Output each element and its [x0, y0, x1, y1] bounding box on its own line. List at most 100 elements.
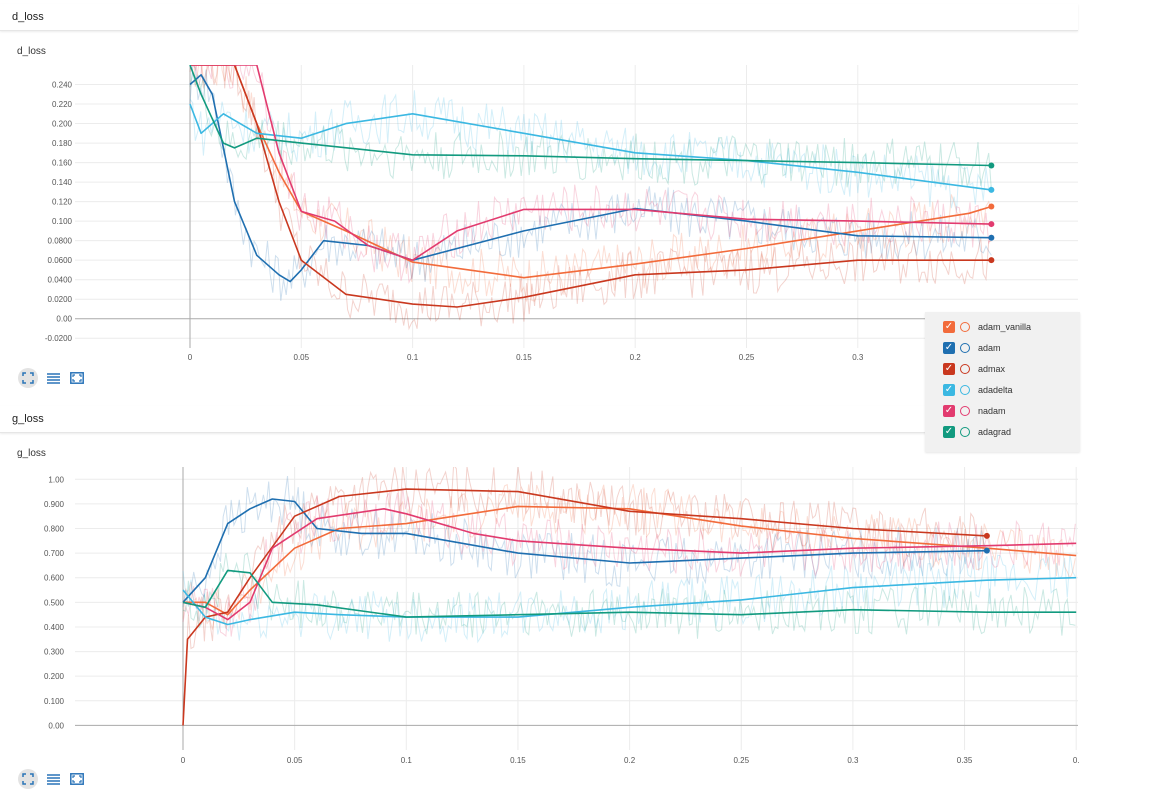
y-tick-label: 0.100 — [52, 217, 73, 226]
data-selection-icon[interactable] — [44, 369, 62, 387]
y-tick-label: 0.200 — [44, 672, 65, 681]
plot-area — [189, 65, 995, 331]
series-circle-icon — [960, 321, 970, 332]
d-loss-chart[interactable]: 0 0.05 0.1 0.15 0.2 0.25 0.3 0.240 0.220 0.200 0.1… — [0, 0, 1080, 400]
y-tick-label: 0.900 — [44, 500, 65, 509]
legend-label: adam_vanilla — [978, 321, 1032, 332]
checkbox-icon[interactable]: ✓ — [943, 320, 955, 333]
legend-item-adagrad[interactable]: ✓ adagrad — [925, 421, 1080, 442]
x-tick-label: 0.25 — [739, 353, 755, 362]
series-endpoint-admax — [983, 532, 990, 539]
panel-header-d-loss[interactable]: d_loss — [0, 4, 1078, 31]
legend-item-adam[interactable]: ✓ adam — [925, 337, 1080, 358]
y-tick-label: 0.160 — [52, 159, 73, 168]
checkbox-icon[interactable]: ✓ — [943, 404, 955, 417]
series-endpoint-adam — [983, 547, 990, 554]
series-line-nadam[interactable] — [182, 508, 1077, 621]
y-tick-label: 0.0400 — [48, 276, 73, 285]
series-endpoint-adam_vanilla — [988, 203, 995, 210]
series-line-admax[interactable] — [190, 65, 992, 308]
g-loss-chart[interactable]: 0 0.05 0.1 0.15 0.2 0.25 0.3 0.35 0. 1.00 0.900 0.8… — [0, 400, 1080, 803]
x-tick-label: 0.05 — [294, 353, 310, 362]
chart-title-g-loss: g_loss — [17, 448, 46, 459]
y-tick-label: 0.0800 — [48, 237, 73, 246]
series-endpoint-admax — [988, 257, 995, 264]
x-tick-label: 0.1 — [401, 756, 413, 765]
x-tick-label: 0.1 — [407, 353, 419, 362]
series-line-adam[interactable] — [182, 498, 987, 603]
checkbox-icon[interactable]: ✓ — [943, 362, 955, 375]
series-endpoint-adadelta — [988, 186, 995, 193]
raw-trace-adadelta — [189, 90, 992, 211]
y-tick-label: 0.400 — [44, 623, 65, 632]
y-tick-label: 0.120 — [52, 198, 73, 207]
y-tick-label: -0.0200 — [45, 334, 73, 343]
plot-area — [182, 467, 1077, 726]
legend-label: nadam — [978, 405, 1006, 416]
y-tick-label: 0.300 — [44, 648, 65, 657]
fit-domain-icon[interactable] — [18, 769, 38, 789]
x-tick-label: 0.05 — [287, 756, 303, 765]
series-line-nadam[interactable] — [190, 65, 992, 261]
series-endpoint-nadam — [988, 221, 995, 228]
series-line-adam_vanilla[interactable] — [183, 505, 1077, 616]
y-tick-label: 0.00 — [56, 315, 72, 324]
checkbox-icon[interactable]: ✓ — [943, 425, 955, 438]
x-tick-label: 0. — [1073, 756, 1080, 765]
x-tick-label: 0 — [181, 756, 186, 765]
y-tick-label: 0.140 — [52, 178, 73, 187]
series-circle-icon — [960, 363, 970, 374]
right-margin — [1080, 0, 1152, 803]
series-line-adadelta[interactable] — [189, 103, 992, 191]
fit-domain-icon[interactable] — [18, 368, 38, 388]
x-tick-label: 0.2 — [624, 756, 636, 765]
legend-item-nadam[interactable]: ✓ nadam — [925, 400, 1080, 421]
panel-header-title: g_loss — [12, 413, 44, 425]
checkbox-icon[interactable]: ✓ — [943, 341, 955, 354]
log-scale-icon[interactable] — [68, 369, 86, 387]
raw-trace-nadam — [182, 487, 1076, 638]
checkbox-icon[interactable]: ✓ — [943, 383, 955, 396]
g-loss-toolbar — [18, 769, 86, 789]
chart-title-d-loss: d_loss — [17, 46, 46, 57]
x-tick-label: 0.15 — [516, 353, 532, 362]
raw-trace-adagrad — [182, 552, 1076, 639]
series-circle-icon — [960, 405, 970, 416]
x-tick-label: 0.3 — [847, 756, 859, 765]
raw-trace-nadam — [195, 65, 992, 284]
d-loss-toolbar — [18, 368, 86, 388]
y-tick-label: 0.500 — [44, 598, 65, 607]
raw-trace-adagrad — [189, 72, 992, 191]
grid — [75, 65, 1078, 348]
x-tick-label: 0.2 — [630, 353, 642, 362]
series-circle-icon — [960, 342, 970, 353]
x-tick-label: 0 — [188, 353, 193, 362]
raw-trace-adam_vanilla — [193, 65, 992, 302]
y-tick-label: 0.0600 — [48, 256, 73, 265]
series-line-adagrad[interactable] — [182, 569, 1077, 618]
y-tick-label: 0.700 — [44, 549, 65, 558]
y-tick-label: 0.800 — [44, 525, 65, 534]
legend-label: adadelta — [978, 384, 1013, 395]
y-tick-label: 0.220 — [52, 100, 73, 109]
legend-item-admax[interactable]: ✓ admax — [925, 358, 1080, 379]
x-tick-label: 0.15 — [510, 756, 526, 765]
y-tick-label: 0.600 — [44, 574, 65, 583]
series-endpoint-adagrad — [988, 162, 995, 169]
series-line-adagrad[interactable] — [189, 65, 992, 167]
x-tick-label: 0.3 — [852, 353, 864, 362]
x-tick-label: 0.25 — [733, 756, 749, 765]
legend-item-adadelta[interactable]: ✓ adadelta — [925, 379, 1080, 400]
y-tick-label: 0.00 — [48, 721, 64, 730]
legend-item-adam_vanilla[interactable]: ✓ adam_vanilla — [925, 316, 1080, 337]
legend: ✓ adam_vanilla ✓ adam ✓ admax ✓ adadelta ✓ nadam ✓… — [925, 312, 1080, 452]
y-tick-label: 0.180 — [52, 139, 73, 148]
y-tick-label: 0.0200 — [48, 295, 73, 304]
data-selection-icon[interactable] — [44, 770, 62, 788]
series-endpoint-adam — [988, 234, 995, 241]
log-scale-icon[interactable] — [68, 770, 86, 788]
panel-header-g-loss[interactable]: g_loss — [0, 406, 1078, 433]
legend-label: admax — [978, 363, 1006, 374]
raw-trace-admax — [182, 467, 988, 719]
grid — [75, 467, 1078, 750]
